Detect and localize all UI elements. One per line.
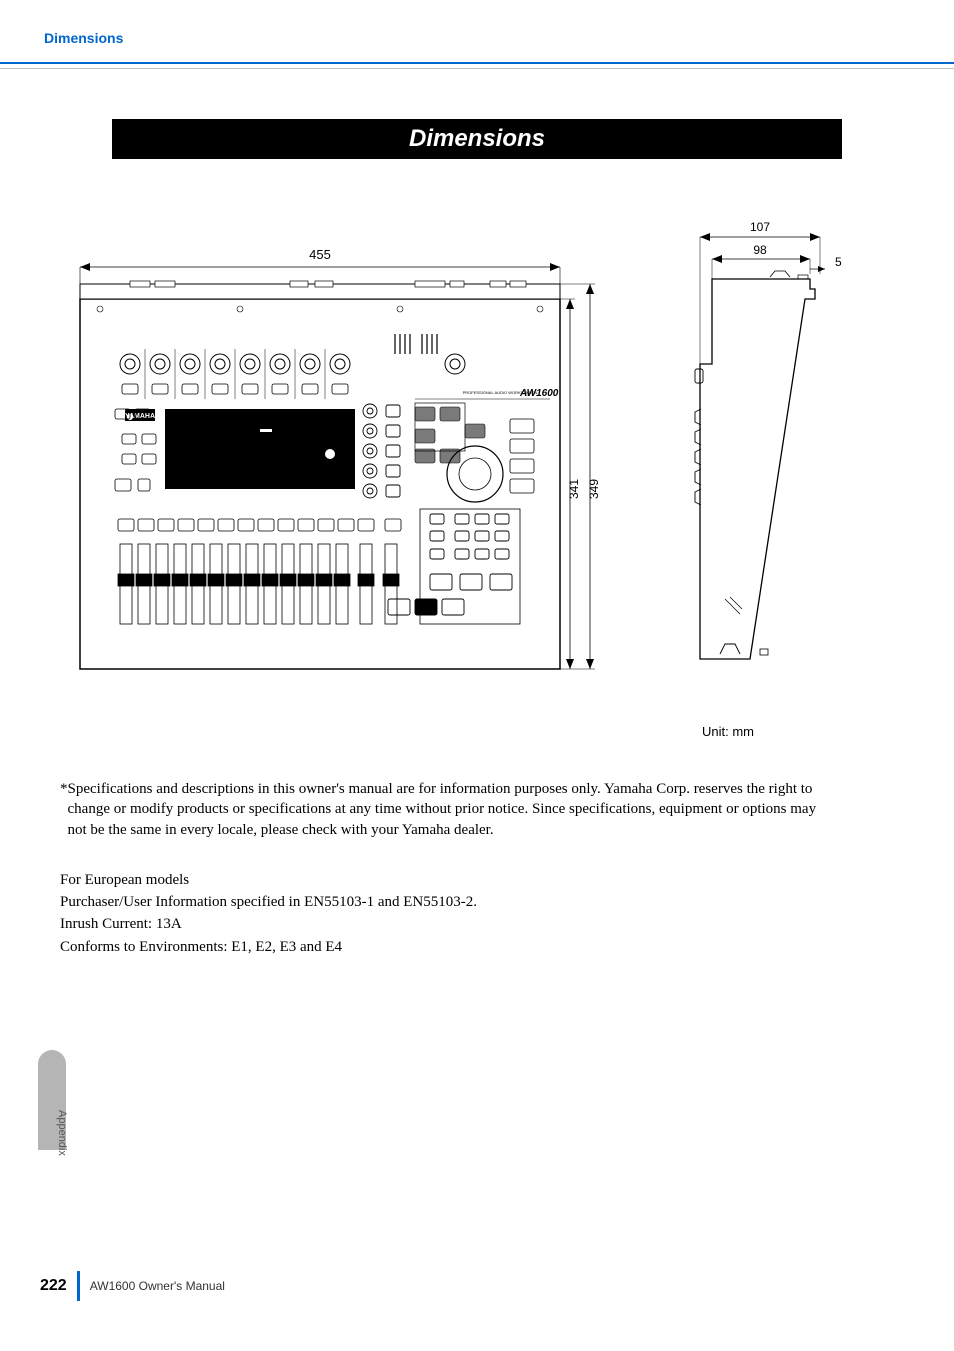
model-logo: AW1600 — [519, 388, 559, 399]
header-section-label: Dimensions — [44, 30, 954, 46]
dim-side-outer: 107 — [750, 220, 770, 234]
dim-side-inner: 98 — [753, 243, 767, 257]
diagram-side-view: 107 98 5 — [680, 219, 860, 694]
unit-label: Unit: mm — [60, 724, 754, 739]
dim-depth-inner: 341 — [567, 479, 581, 499]
european-info: For European models Purchaser/User Infor… — [60, 870, 820, 957]
manual-name: AW1600 Owner's Manual — [90, 1279, 225, 1293]
disclaimer-text: * Specifications and descriptions in thi… — [60, 779, 820, 840]
footer-bar — [77, 1271, 80, 1301]
page-title: Dimensions — [112, 119, 842, 159]
page-number: 222 — [40, 1277, 67, 1295]
dim-side-lip: 5 — [835, 255, 842, 269]
header-rule — [0, 62, 954, 64]
dim-depth-outer: 349 — [587, 479, 601, 499]
appendix-label: Appendix — [56, 1110, 68, 1156]
dim-width-label: 455 — [309, 247, 331, 262]
diagram-top-view: 455 — [60, 219, 620, 694]
page-footer: 222 AW1600 Owner's Manual — [40, 1271, 225, 1301]
